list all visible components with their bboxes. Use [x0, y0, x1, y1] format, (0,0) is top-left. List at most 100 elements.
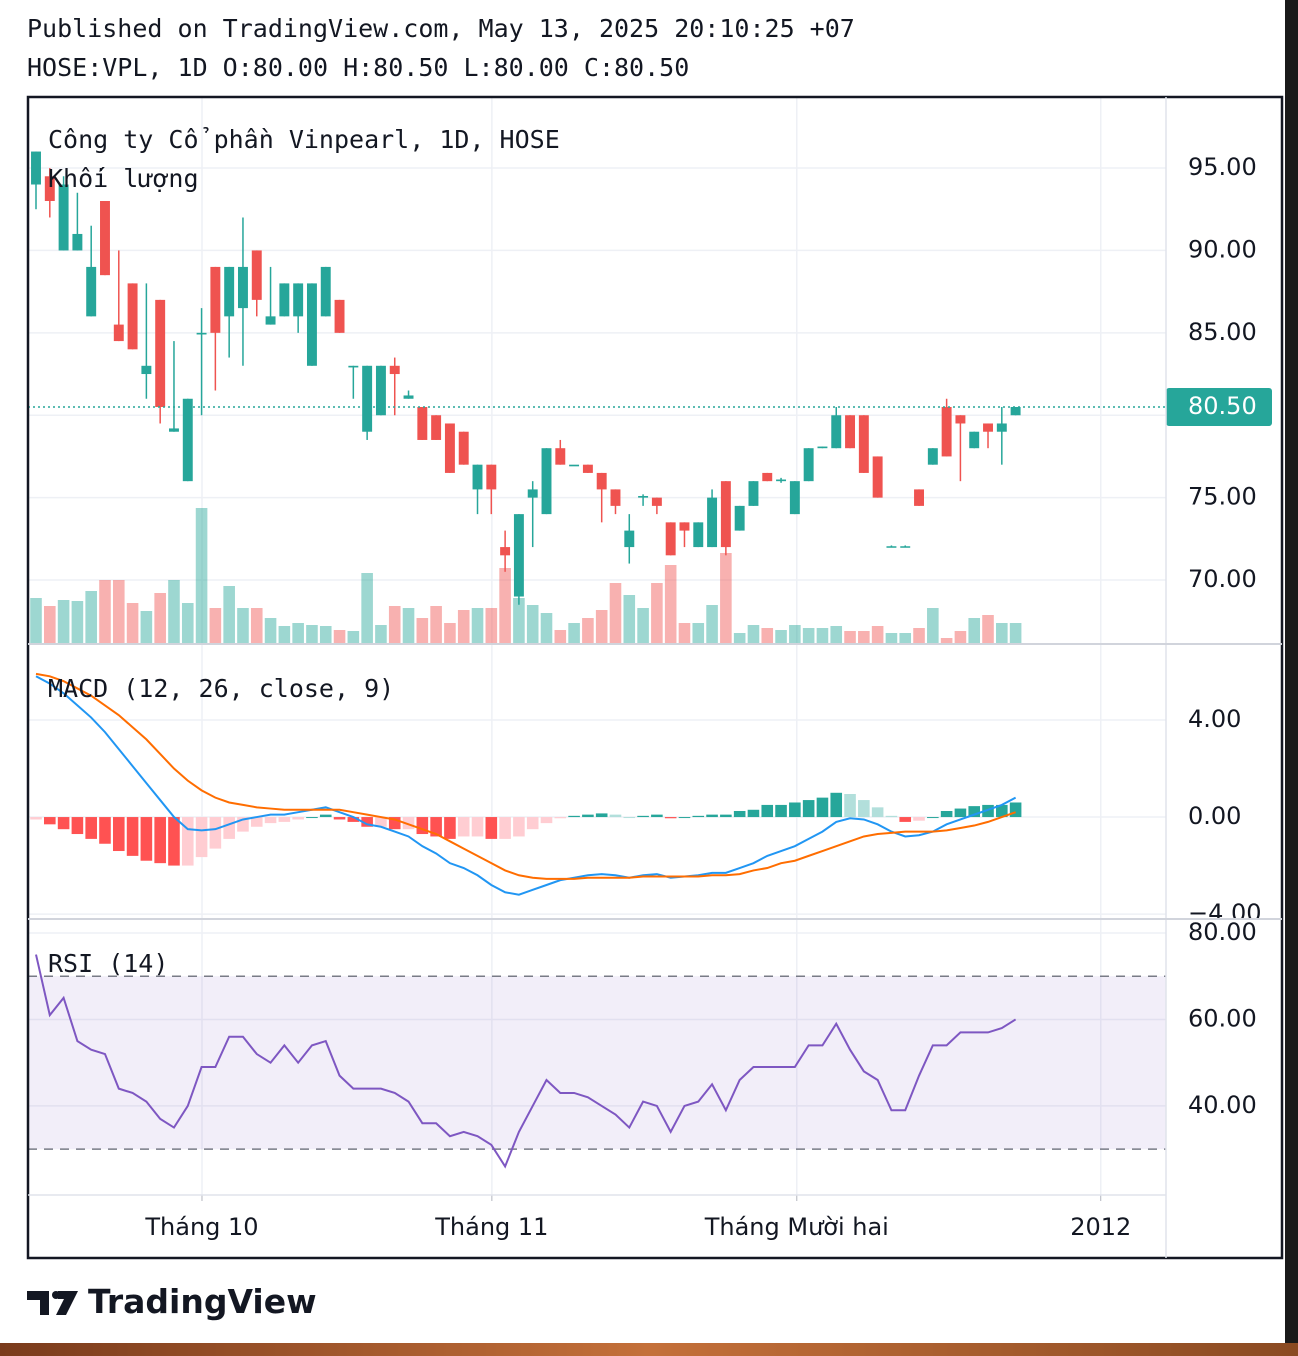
volume-bar: [168, 580, 180, 643]
volume-bar: [250, 608, 263, 643]
x-tick-label: Tháng Mười hai: [704, 1213, 889, 1241]
histogram-bar: [733, 810, 746, 818]
y-tick-label: 60.00: [1188, 1004, 1257, 1032]
histogram-bar: [816, 797, 829, 818]
volume-bar: [71, 601, 84, 643]
candle-body: [569, 464, 580, 467]
histogram-bar: [416, 817, 429, 835]
candle-body: [375, 365, 386, 416]
histogram-bar: [595, 813, 608, 818]
candle-body: [458, 431, 469, 465]
right-edge: [1285, 0, 1298, 1343]
candle-body: [279, 283, 290, 317]
histogram-bar: [996, 804, 1008, 818]
volume-bar: [968, 618, 981, 643]
histogram-bar: [720, 814, 732, 818]
volume-bar: [830, 626, 843, 643]
volume-bar: [333, 630, 346, 643]
candle-body: [251, 250, 262, 300]
symbol-line: HOSE:VPL, 1D O:80.00 H:80.50 L:80.00 C:8…: [27, 53, 689, 82]
last-price-tag: [1166, 387, 1272, 426]
volume-bar: [982, 615, 994, 643]
candle-body: [969, 431, 980, 449]
y-tick-label: 40.00: [1188, 1091, 1257, 1119]
histogram-bar: [706, 814, 718, 818]
volume-bar: [844, 631, 856, 643]
histogram-bar: [968, 806, 981, 818]
y-tick-label: −4.00: [1188, 899, 1262, 927]
volume-bar: [733, 633, 746, 643]
candle-body: [527, 489, 538, 498]
candle-body: [389, 365, 400, 375]
histogram-bar: [789, 802, 801, 818]
candle-body: [224, 266, 235, 317]
x-tick-label: 2012: [1070, 1213, 1131, 1241]
volume-bar: [692, 623, 705, 643]
volume-bar: [430, 606, 442, 643]
candle-body: [169, 428, 179, 432]
candle-body: [941, 406, 952, 457]
last-price-label: 80.50: [1188, 392, 1257, 420]
volume-bar: [306, 625, 318, 643]
histogram-bar: [471, 817, 484, 837]
histogram-bar: [513, 817, 525, 837]
volume-bar: [927, 608, 939, 643]
histogram-bar: [637, 815, 649, 818]
histogram-bar: [982, 804, 994, 818]
candle-body: [955, 415, 966, 424]
volume-bar: [209, 608, 222, 643]
volume-bar: [858, 631, 870, 643]
volume-bar: [899, 633, 912, 643]
volume-bar: [85, 591, 97, 643]
histogram-bar: [568, 815, 580, 818]
candle-body: [707, 497, 718, 548]
volume-bar: [582, 618, 594, 643]
candle-body: [58, 184, 69, 251]
candle-body: [155, 299, 166, 407]
histogram-bar: [540, 817, 553, 824]
volume-bar: [871, 626, 884, 643]
histogram-bar: [775, 804, 787, 818]
histogram-bar: [526, 817, 539, 830]
rsi-band: [28, 976, 1166, 1150]
macd-line: [35, 672, 1016, 880]
candle-body: [237, 266, 248, 309]
volume-title: Khối lượng: [48, 164, 199, 193]
y-tick-label: 90.00: [1188, 235, 1257, 263]
candle-body: [693, 522, 704, 548]
histogram-bar: [444, 817, 456, 839]
candle-body: [86, 266, 97, 317]
candle-body: [596, 472, 607, 490]
candle-body: [927, 448, 938, 465]
volume-bar: [57, 600, 70, 643]
volume-bar: [402, 608, 415, 643]
candle-body: [679, 522, 690, 531]
volume-bar: [761, 628, 774, 643]
candle-body: [500, 547, 511, 556]
candle-body: [886, 546, 897, 548]
candle-body: [1010, 406, 1021, 416]
candle-body: [141, 365, 152, 375]
candle-body: [776, 479, 787, 482]
volume-bar: [554, 630, 567, 643]
histogram-bar: [623, 817, 636, 819]
volume-bar: [112, 580, 125, 643]
histogram-bar: [940, 810, 953, 818]
histogram-bar: [871, 807, 884, 818]
volume-bar: [223, 586, 235, 643]
volume-bar: [278, 626, 291, 643]
histogram-bar: [44, 817, 56, 825]
volume-bar: [623, 595, 636, 643]
volume-bar: [568, 623, 580, 643]
candle-body: [72, 233, 83, 251]
histogram-bar: [306, 817, 318, 819]
histogram-bar: [885, 815, 898, 818]
pane: −4.00 0.00 4.00: [1188, 705, 1262, 927]
histogram-bar: [457, 817, 470, 837]
chart-frame: [26, 95, 1284, 1260]
histogram-bar: [692, 815, 705, 818]
volume-bar: [499, 568, 511, 643]
volume-bar: [444, 623, 456, 643]
candle-body: [651, 497, 662, 506]
